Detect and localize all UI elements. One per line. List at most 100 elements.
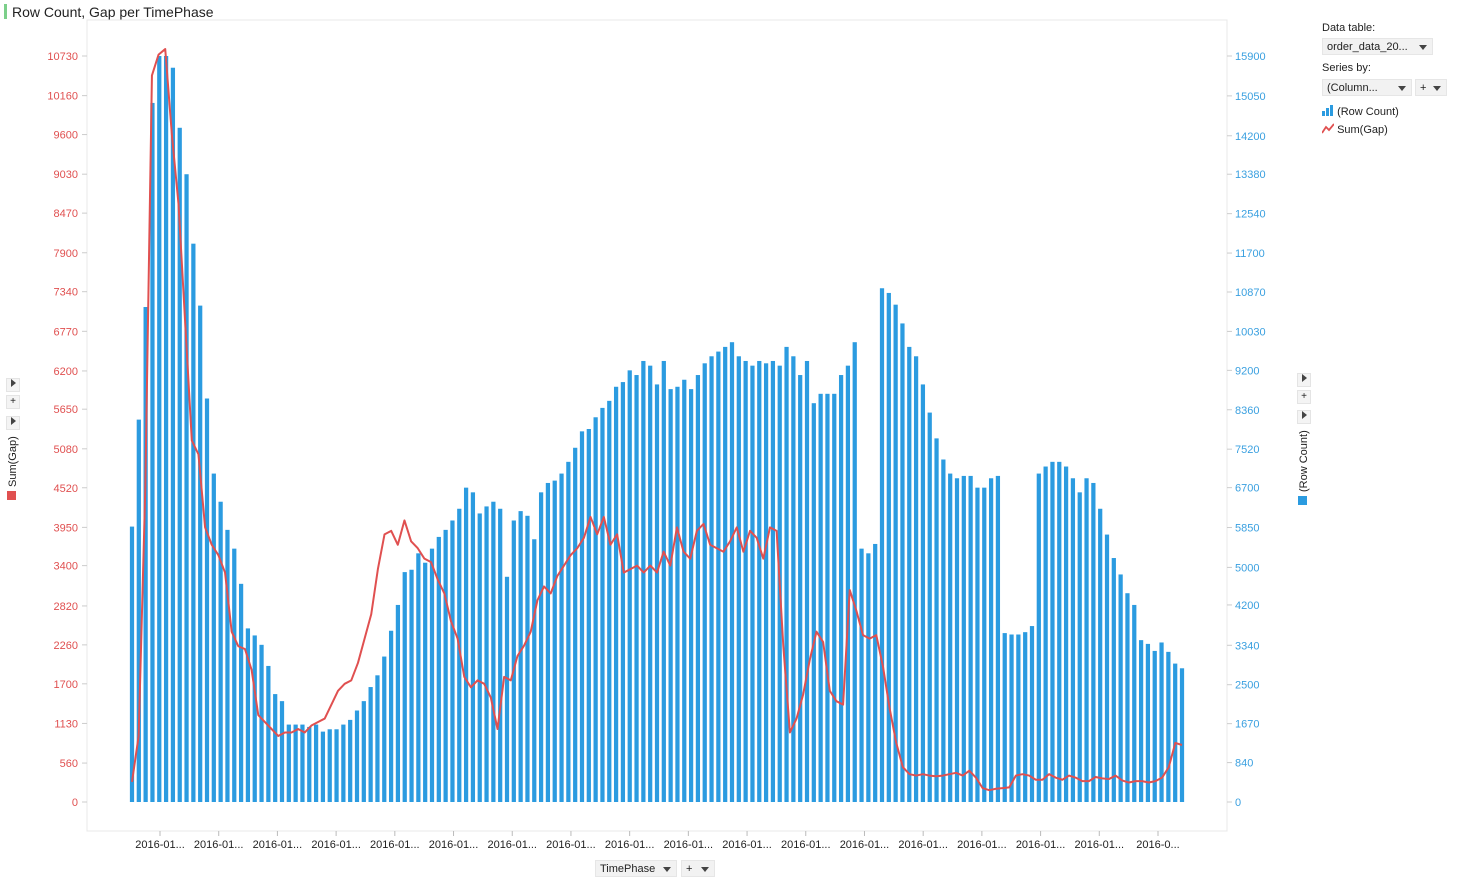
row-count-bar[interactable] <box>1009 634 1014 803</box>
row-count-bar[interactable] <box>975 487 980 802</box>
row-count-bar[interactable] <box>791 356 796 802</box>
row-count-bar[interactable] <box>566 461 571 802</box>
row-count-bar[interactable] <box>375 675 380 802</box>
row-count-bar[interactable] <box>286 724 291 802</box>
row-count-bar[interactable] <box>150 102 155 803</box>
row-count-bar[interactable] <box>518 511 523 802</box>
row-count-bar[interactable] <box>1145 643 1151 802</box>
row-count-bar[interactable] <box>675 386 680 802</box>
row-count-bar[interactable] <box>511 520 516 802</box>
row-count-bar[interactable] <box>307 726 312 802</box>
row-count-bar[interactable] <box>457 508 462 802</box>
right-axis-label[interactable]: (Row Count) <box>1298 430 1310 505</box>
row-count-bar[interactable] <box>893 304 898 802</box>
row-count-bar[interactable] <box>552 480 557 802</box>
row-count-bar[interactable] <box>266 665 271 802</box>
row-count-bar[interactable] <box>1173 663 1178 802</box>
row-count-bar[interactable] <box>1043 466 1048 802</box>
row-count-bar[interactable] <box>661 360 666 802</box>
row-count-bar[interactable] <box>607 400 612 802</box>
row-count-bar[interactable] <box>429 548 435 802</box>
row-count-bar[interactable] <box>348 719 353 802</box>
row-count-bar[interactable] <box>184 174 189 803</box>
right-axis-add-button[interactable]: + <box>1297 390 1311 404</box>
row-count-bar[interactable] <box>1077 492 1082 802</box>
row-count-bar[interactable] <box>395 604 401 802</box>
row-count-bar[interactable] <box>491 501 496 802</box>
row-count-bar[interactable] <box>545 482 551 802</box>
row-count-bar[interactable] <box>750 365 755 802</box>
row-count-bar[interactable] <box>886 292 891 802</box>
row-count-bar[interactable] <box>845 365 851 802</box>
row-count-bar[interactable] <box>586 429 591 802</box>
row-count-bar[interactable] <box>613 386 619 802</box>
row-count-bar[interactable] <box>293 724 298 802</box>
row-count-bar[interactable] <box>1104 534 1110 802</box>
row-count-bar[interactable] <box>859 548 864 802</box>
row-count-bar[interactable] <box>245 628 251 802</box>
row-count-bar[interactable] <box>1125 593 1130 802</box>
row-count-bar[interactable] <box>641 360 646 802</box>
row-count-bar[interactable] <box>313 724 319 802</box>
row-count-bar[interactable] <box>948 473 953 802</box>
row-count-bar[interactable] <box>600 407 605 802</box>
row-count-bar[interactable] <box>668 389 673 802</box>
left-axis-label[interactable]: Sum(Gap) <box>7 436 19 500</box>
row-count-bar[interactable] <box>573 447 578 802</box>
row-count-bar[interactable] <box>252 635 257 802</box>
row-count-bar[interactable] <box>743 360 748 802</box>
row-count-bar[interactable] <box>818 393 823 802</box>
row-count-bar[interactable] <box>238 583 244 802</box>
row-count-bar[interactable] <box>682 379 687 802</box>
row-count-bar[interactable] <box>170 67 176 803</box>
row-count-bar[interactable] <box>736 356 741 802</box>
row-count-bar[interactable] <box>920 384 926 802</box>
row-count-bar[interactable] <box>1159 642 1164 802</box>
row-count-bar[interactable] <box>941 459 946 803</box>
row-count-bar[interactable] <box>579 431 585 802</box>
row-count-bar[interactable] <box>177 127 182 802</box>
row-count-bar[interactable] <box>934 438 939 802</box>
row-count-bar[interactable] <box>784 346 789 802</box>
row-count-bar[interactable] <box>1036 473 1041 802</box>
row-count-bar[interactable] <box>436 536 441 802</box>
row-count-bar[interactable] <box>225 529 230 802</box>
row-count-bar[interactable] <box>129 526 135 802</box>
row-count-bar[interactable] <box>1023 632 1028 802</box>
left-axis-expand-button[interactable] <box>6 378 20 392</box>
row-count-bar[interactable] <box>723 346 728 802</box>
row-count-bar[interactable] <box>709 356 714 802</box>
row-count-bar[interactable] <box>954 478 960 802</box>
row-count-bar[interactable] <box>900 323 905 802</box>
row-count-bar[interactable] <box>538 492 544 802</box>
sum-gap-line[interactable] <box>131 48 1183 792</box>
row-count-bar[interactable] <box>1132 604 1137 802</box>
row-count-bar[interactable] <box>354 710 360 802</box>
row-count-bar[interactable] <box>961 475 966 802</box>
row-count-bar[interactable] <box>1152 650 1157 802</box>
row-count-bar[interactable] <box>279 701 285 802</box>
row-count-bar[interactable] <box>879 288 885 802</box>
row-count-bar[interactable] <box>163 56 169 802</box>
row-count-bar[interactable] <box>559 473 564 802</box>
row-count-bar[interactable] <box>361 701 366 802</box>
row-count-bar[interactable] <box>804 360 810 802</box>
row-count-bar[interactable] <box>477 513 482 802</box>
row-count-bar[interactable] <box>259 644 264 802</box>
row-count-bar[interactable] <box>341 724 346 802</box>
row-count-bar[interactable] <box>143 307 148 802</box>
row-count-bar[interactable] <box>334 729 339 802</box>
row-count-bar[interactable] <box>504 576 510 802</box>
row-count-bar[interactable] <box>811 403 816 802</box>
legend-item-row-count[interactable]: (Row Count) <box>1322 105 1399 118</box>
series-add-button[interactable]: + <box>1415 79 1447 96</box>
row-count-bar[interactable] <box>913 356 919 802</box>
x-axis-add-button[interactable]: + <box>681 860 715 877</box>
series-by-dropdown[interactable]: (Column... <box>1322 79 1412 96</box>
row-count-bar[interactable] <box>218 501 223 802</box>
row-count-bar[interactable] <box>866 553 871 802</box>
row-count-bar[interactable] <box>729 342 735 802</box>
row-count-bar[interactable] <box>1098 508 1103 802</box>
row-count-bar[interactable] <box>402 572 407 802</box>
row-count-bar[interactable] <box>702 363 707 802</box>
